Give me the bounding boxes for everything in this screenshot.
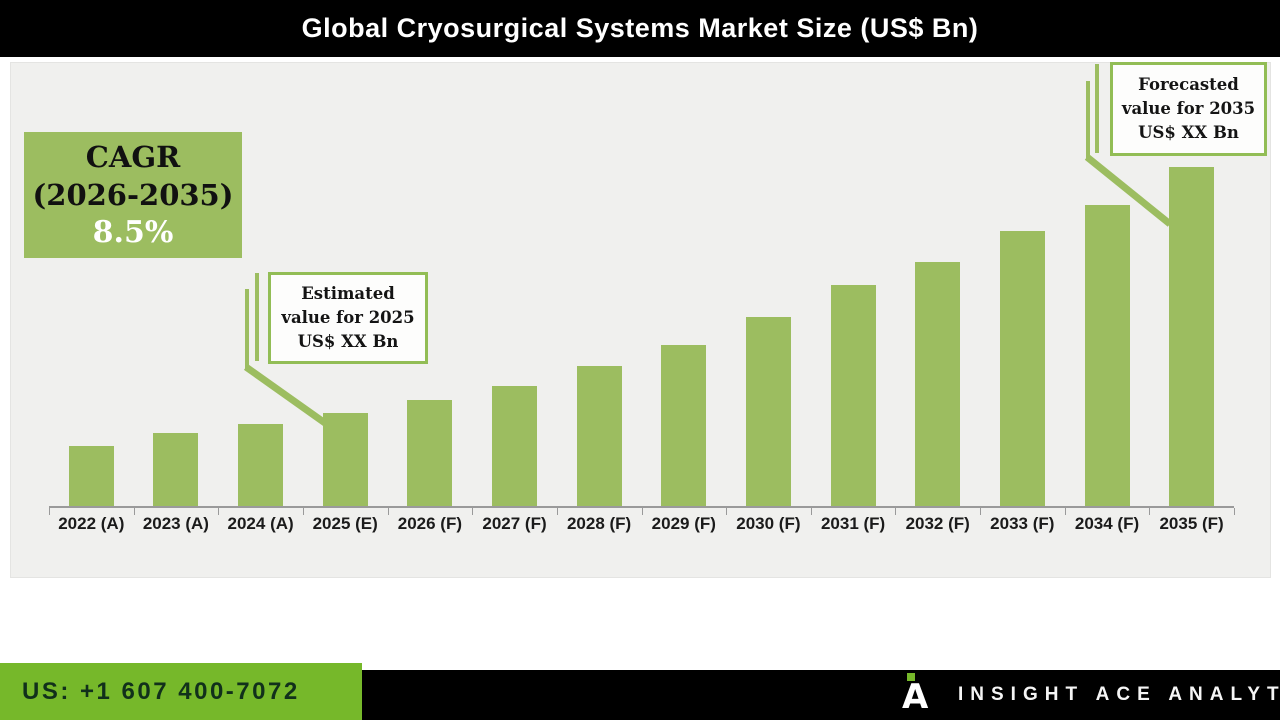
insight-ace-brand-name: INSIGHT ACE ANALYTIC: [958, 684, 1280, 705]
cagr-value: 8.5%: [92, 215, 174, 250]
x-axis-tick: [1234, 508, 1235, 515]
bar-2026: [407, 400, 453, 506]
phone-block: US: +1 607 400-7072: [0, 663, 362, 720]
x-axis-tick: [895, 508, 897, 515]
bar-2023: [153, 433, 199, 506]
insight-ace-logo-icon: A: [902, 673, 936, 717]
estimated-value-callout: Estimated value for 2025 US$ XX Bn: [268, 272, 428, 364]
x-axis-tick: [387, 508, 389, 515]
title-bar: Global Cryosurgical Systems Market Size …: [0, 0, 1280, 57]
x-axis-label: 2030 (F): [736, 514, 801, 533]
x-axis-tick: [472, 508, 474, 515]
logo-a-glyph: A: [902, 677, 929, 717]
estimated-leader-line: [243, 364, 328, 426]
x-axis-label: 2027 (F): [482, 514, 547, 533]
forecasted-callout-line3: US$ XX Bn: [1138, 123, 1239, 142]
forecasted-leader-line: [1084, 154, 1173, 227]
bar-2025: [322, 413, 368, 506]
bar-2029: [661, 345, 707, 506]
x-axis-label: 2033 (F): [990, 514, 1055, 533]
bar-2027: [492, 386, 537, 506]
phone-number: US: +1 607 400-7072: [22, 677, 300, 705]
cagr-label: CAGR: [85, 140, 181, 174]
x-axis-label: 2026 (F): [397, 514, 463, 533]
chart-panel: 2022 (A) 2023 (A) 2024 (A) 2025 (E) 2026 (F)…: [10, 62, 1271, 578]
x-axis-label: 2035 (F): [1159, 514, 1224, 533]
x-axis-tick: [556, 508, 558, 515]
bar-2033: [999, 231, 1045, 506]
x-axis-label: 2023 (A): [142, 514, 209, 533]
contributors-strip: Market Contributors: WALLACH® SURGICAL D…: [0, 578, 1280, 670]
x-axis-tick: [218, 508, 220, 515]
cagr-period: (2026-2035): [32, 178, 234, 212]
x-axis-tick: [1149, 508, 1151, 515]
x-axis-label: 2034 (F): [1074, 514, 1140, 533]
estimated-callout-line2: value for 2025: [281, 308, 415, 327]
bar-2030: [745, 317, 791, 506]
x-axis-label: 2024 (A): [227, 514, 294, 533]
bar-2022: [68, 446, 114, 506]
x-axis-tick: [726, 508, 728, 515]
bar-2035: [1169, 167, 1215, 506]
x-axis-tick: [133, 508, 135, 515]
bar-2031: [830, 285, 876, 506]
x-axis-tick: [641, 508, 643, 515]
bar-2034: [1084, 205, 1130, 506]
bar-2024: [238, 424, 284, 506]
estimated-callout-line3: US$ XX Bn: [297, 332, 399, 351]
forecasted-callout-line1: Forecasted: [1138, 75, 1239, 94]
x-axis-tick: [810, 508, 812, 515]
forecasted-callout-line2: value for 2035: [1121, 99, 1256, 118]
x-axis-tick: [49, 508, 50, 515]
forecasted-value-callout: Forecasted value for 2035 US$ XX Bn: [1110, 62, 1267, 156]
logo-green-dot: [907, 673, 915, 681]
x-axis-line: [49, 506, 1234, 508]
page-title: Global Cryosurgical Systems Market Size …: [301, 13, 979, 43]
bar-2032: [915, 262, 961, 506]
x-axis-label: 2032 (F): [905, 514, 970, 533]
x-axis-label: 2022 (A): [58, 514, 125, 533]
x-axis-label: 2028 (F): [566, 514, 632, 533]
x-axis-tick: [980, 508, 981, 515]
x-axis-label: 2029 (F): [651, 514, 716, 533]
cagr-badge: CAGR (2026-2035) 8.5%: [24, 132, 242, 258]
x-axis-tick: [1064, 508, 1066, 515]
x-axis-tick: [302, 508, 304, 515]
estimated-callout-line1: Estimated: [301, 284, 395, 303]
x-axis-label: 2025 (E): [312, 514, 378, 533]
callout-leader-lines: [243, 64, 1173, 426]
bar-2028: [576, 366, 622, 506]
insight-ace-brand: A INSIGHT ACE ANALYTIC: [902, 670, 1280, 720]
x-axis-label: 2031 (F): [820, 514, 886, 533]
